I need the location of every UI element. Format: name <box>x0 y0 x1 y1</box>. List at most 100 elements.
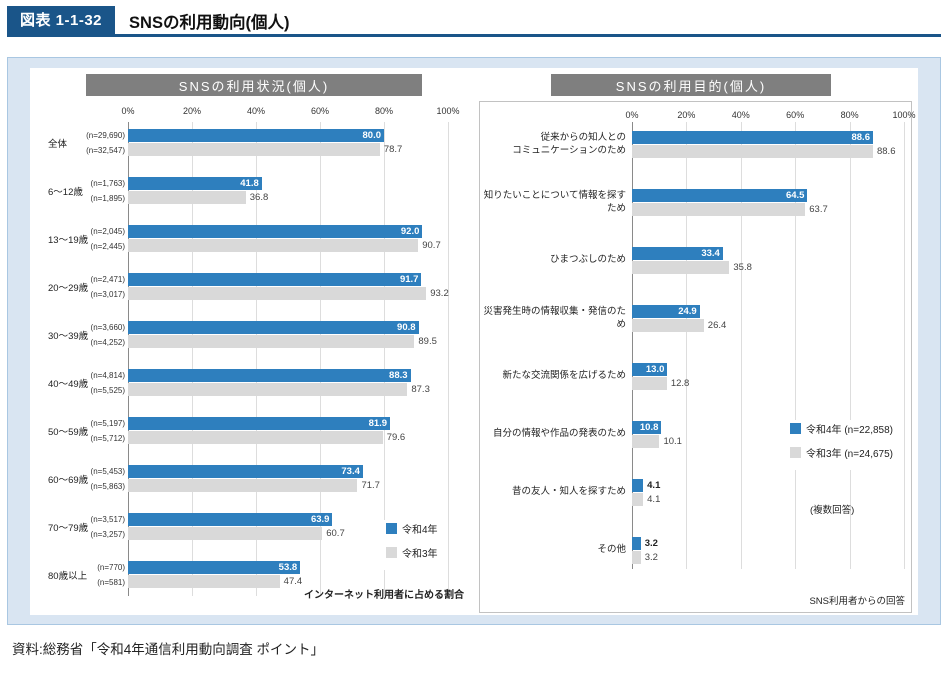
bar-reiwa3 <box>128 239 419 252</box>
category-label-block: 70〜79歳 (n=3,517) (n=3,257) <box>46 512 128 542</box>
bar-value-label: 91.7 <box>399 274 419 285</box>
bar-group: 33.4 35.8 <box>632 246 904 275</box>
bar-value-label: 79.6 <box>386 432 406 443</box>
bar-value-label: 90.8 <box>397 322 416 333</box>
bar-reiwa4: 90.8 <box>128 321 419 334</box>
sample-sizes: (n=770) (n=581) <box>97 560 125 590</box>
sample-size-reiwa4: (n=4,814) <box>90 371 125 380</box>
bar-value-label: 88.6 <box>851 132 870 143</box>
bar-reiwa4: 91.7 <box>128 273 422 286</box>
category-label-block: 40〜49歳 (n=4,814) (n=5,525) <box>46 368 128 398</box>
axis-tick-label: 40% <box>731 110 750 120</box>
bar-value-label: 26.4 <box>707 320 727 331</box>
bar-value-label: 81.9 <box>368 418 388 429</box>
bar-reiwa3 <box>128 431 383 444</box>
bar-value-label: 64.5 <box>785 190 805 201</box>
bar-group: 90.8 89.5 <box>128 320 448 350</box>
bar-row-reiwa4: 13.0 <box>632 363 904 376</box>
bar-row-reiwa4: 63.9 <box>128 513 448 526</box>
category-label-block: 13〜19歳 (n=2,045) (n=2,445) <box>46 224 128 254</box>
legend-swatch <box>790 423 801 434</box>
category-label-block: 20〜29歳 (n=2,471) (n=3,017) <box>46 272 128 302</box>
bar-row-reiwa3: 78.7 <box>128 143 448 156</box>
sample-sizes: (n=5,453) (n=5,863) <box>91 464 125 494</box>
gridline <box>128 122 129 596</box>
gridline <box>849 122 851 569</box>
chart-sns-usage-status: SNSの利用状況(個人) 0% 20% 40% 60% 80% 100% 全体 (n=29,… <box>46 74 482 610</box>
bar-reiwa3 <box>128 143 380 156</box>
bar-value-label: 60.7 <box>326 528 345 539</box>
sample-size-reiwa4: (n=770) <box>97 563 125 572</box>
bar-reiwa3 <box>128 383 408 396</box>
bar-reiwa4: 24.9 <box>632 305 700 318</box>
bar-value-label: 93.2 <box>430 288 449 299</box>
bar-value-label: 71.7 <box>361 480 380 491</box>
bar-value-label: 87.3 <box>411 384 430 395</box>
bar-reiwa4: 88.3 <box>128 369 411 382</box>
bar-value-label: 36.8 <box>249 192 269 203</box>
chart-row: 30〜39歳 (n=3,660) (n=4,252) 90.8 89.5 <box>46 320 482 350</box>
category-label-block: 6〜12歳 (n=1,763) (n=1,895) <box>46 176 128 206</box>
figure-number-badge: 図表 1-1-32 <box>7 5 116 36</box>
chart-row: 60〜69歳 (n=5,453) (n=5,863) 73.4 71.7 <box>46 464 482 494</box>
sample-sizes: (n=3,517) (n=3,257) <box>91 512 125 542</box>
bar-row-reiwa4: 88.6 <box>632 131 904 144</box>
left-axis: 0% 20% 40% 60% 80% 100% <box>121 104 459 120</box>
bar-row-reiwa3: 36.8 <box>128 191 448 204</box>
category-label-block: 60〜69歳 (n=5,453) (n=5,863) <box>46 464 128 494</box>
gridline <box>256 122 257 596</box>
sample-size-reiwa3: (n=5,863) <box>90 482 125 491</box>
bar-row-reiwa3: 35.8 <box>632 261 904 274</box>
category-label-block: 50〜59歳 (n=5,197) (n=5,712) <box>46 416 128 446</box>
gridline <box>904 122 905 569</box>
legend-item: 令和4年 (n=22,858) <box>790 421 893 436</box>
gridline <box>192 122 193 596</box>
category-label: その他 <box>597 544 626 556</box>
legend-label: 令和3年 (n=24,675) <box>806 449 893 460</box>
bar-row-reiwa4: 88.3 <box>128 369 448 382</box>
category-label: 20〜29歳 <box>48 283 89 294</box>
axis-tick-label: 60% <box>786 110 805 120</box>
bar-value-label: 63.7 <box>809 204 828 215</box>
bar-row-reiwa4: 53.8 <box>128 561 448 574</box>
axis-tick-label: 20% <box>182 106 202 116</box>
chart-title: SNSの利用状況(個人) <box>86 74 422 96</box>
bar-value-label: 92.0 <box>400 226 420 237</box>
bar-reiwa3 <box>632 203 806 216</box>
axis-tick-label: 100% <box>436 106 460 116</box>
chart-note: SNS利用者からの回答 <box>809 596 905 607</box>
bar-row-reiwa4: 81.9 <box>128 417 448 430</box>
bar-row-reiwa3: 60.7 <box>128 527 448 540</box>
axis-tick-label: 100% <box>892 110 916 120</box>
bar-reiwa4: 63.9 <box>128 513 333 526</box>
bar-reiwa3 <box>632 377 667 390</box>
bar-value-label: 3.2 <box>644 538 658 549</box>
legend-swatch <box>386 523 397 534</box>
sample-size-reiwa3: (n=3,257) <box>90 530 125 539</box>
bar-row-reiwa4: 41.8 <box>128 177 448 190</box>
category-label-block: 全体 (n=29,690) (n=32,547) <box>46 128 128 158</box>
bar-row-reiwa3: 26.4 <box>632 319 904 332</box>
bar-value-label: 4.1 <box>647 494 661 505</box>
bar-reiwa4: 41.8 <box>128 177 262 190</box>
chart-row: 昔の友人・知人を探すため 4.1 4.1 <box>480 478 911 507</box>
bar-row-reiwa3: 87.3 <box>128 383 448 396</box>
bar-group: 4.1 4.1 <box>632 478 904 507</box>
sample-size-reiwa3: (n=5,525) <box>90 386 125 395</box>
bar-row-reiwa3: 89.5 <box>128 335 448 348</box>
bar-reiwa3 <box>632 551 641 564</box>
bar-row-reiwa4: 73.4 <box>128 465 448 478</box>
chart-row: ひまつぶしのため 33.4 35.8 <box>480 246 911 275</box>
bar-value-label: 12.8 <box>670 378 690 389</box>
bar-reiwa3 <box>632 145 873 158</box>
bar-group: 41.8 36.8 <box>128 176 448 206</box>
category-label: 60〜69歳 <box>48 475 89 486</box>
gridline <box>448 122 449 596</box>
category-label: ひまつぶしのため <box>549 254 626 266</box>
bar-group: 63.9 60.7 <box>128 512 448 542</box>
gridline <box>384 122 385 596</box>
category-label: 50〜59歳 <box>48 427 89 438</box>
gridline <box>686 122 688 569</box>
axis-tick-label: 20% <box>677 110 696 120</box>
bar-row-reiwa3: 79.6 <box>128 431 448 444</box>
